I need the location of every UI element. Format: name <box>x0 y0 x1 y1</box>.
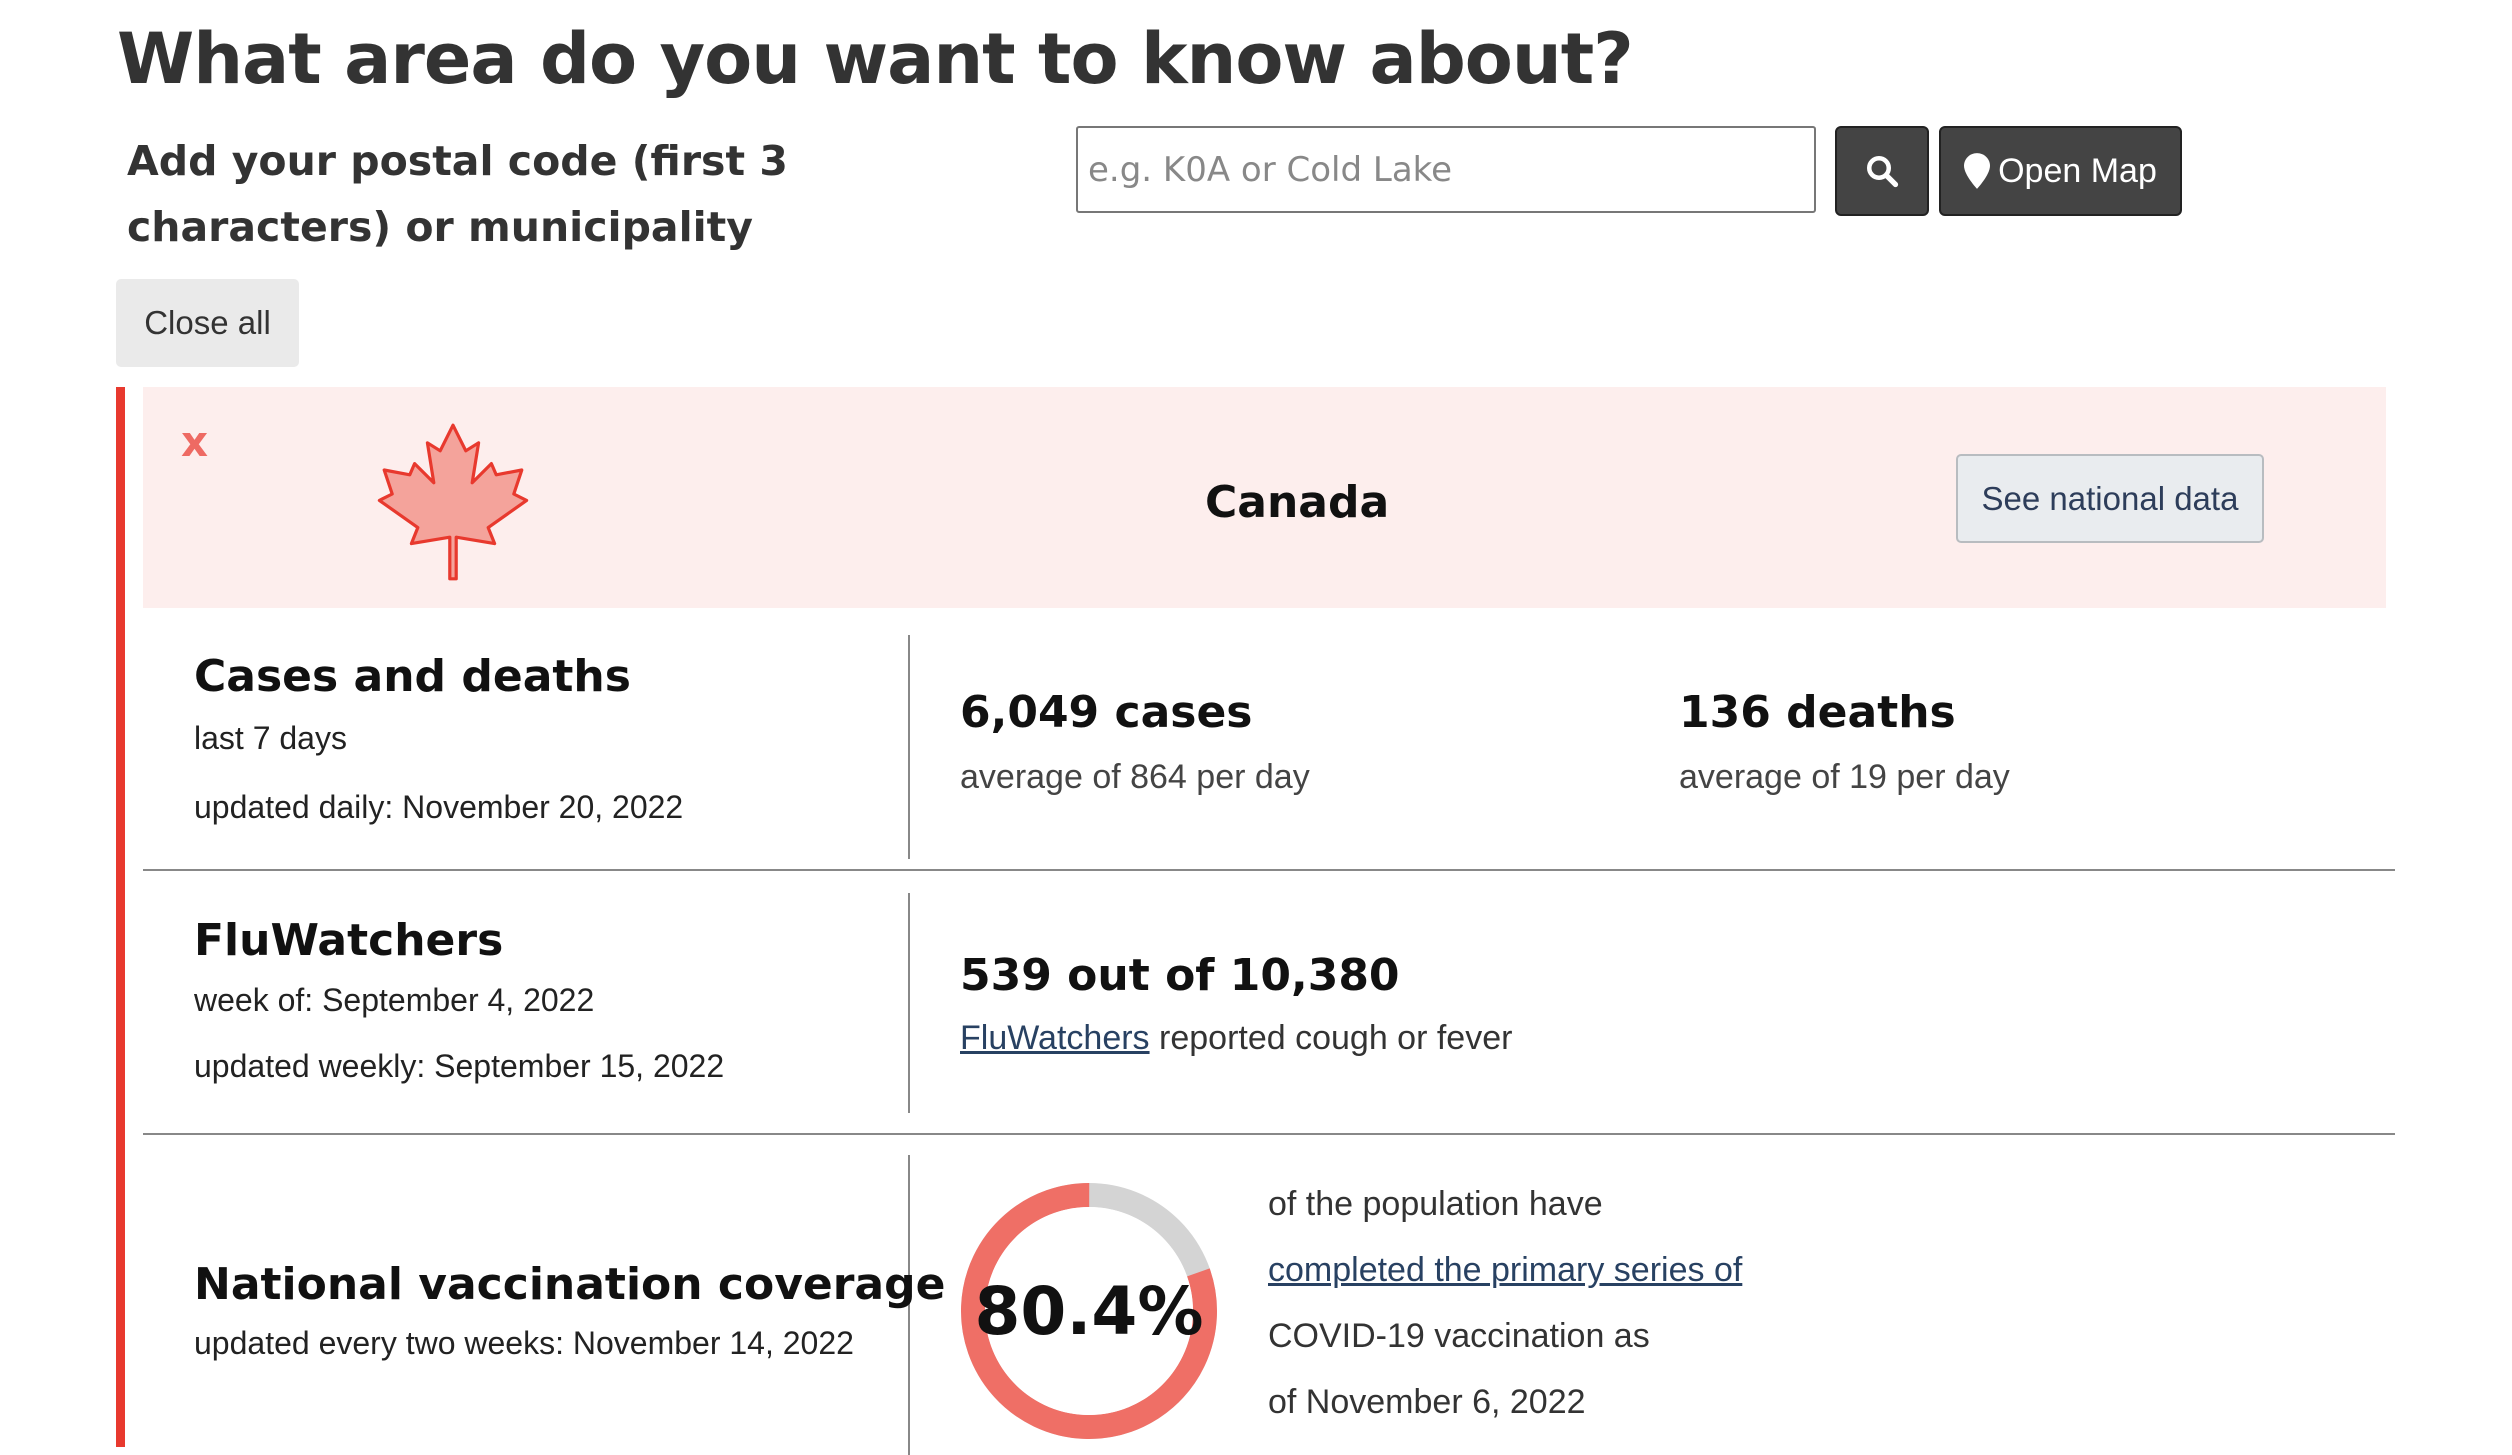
search-input[interactable] <box>1076 126 1816 213</box>
cases-period: last 7 days <box>194 720 347 756</box>
cases-title: Cases and deaths <box>194 651 631 702</box>
vaccination-updated: updated every two weeks: November 14, 20… <box>194 1325 854 1361</box>
flu-description-rest: reported cough or fever <box>1159 1019 1513 1057</box>
region-name: Canada <box>1205 477 1390 528</box>
flu-stat: 539 out of 10,380 <box>960 950 1400 1001</box>
national-data-button[interactable]: See national data <box>1956 454 2264 543</box>
search-label: Add your postal code (first 3 characters… <box>127 137 788 251</box>
deaths-total: 136 deaths <box>1679 687 1956 738</box>
deaths-average: average of 19 per day <box>1679 758 2010 796</box>
vaccination-text-line1: of the population have <box>1268 1185 1603 1223</box>
section-divider <box>908 1155 910 1455</box>
flu-description: FluWatchers reported cough or fever <box>960 1019 1512 1058</box>
fluwatchers-link[interactable]: FluWatchers <box>960 1019 1150 1057</box>
section-divider <box>908 635 910 859</box>
vaccination-percent: 80.4% <box>974 1272 1204 1350</box>
vaccination-text-line3: COVID-19 vaccination as <box>1268 1317 1650 1355</box>
vaccination-donut-chart <box>961 1183 1217 1439</box>
flu-title: FluWatchers <box>194 915 504 966</box>
primary-series-link[interactable]: completed the primary series of <box>1268 1251 1743 1289</box>
section-divider <box>908 893 910 1113</box>
cases-section: Cases and deaths last 7 days updated dai… <box>143 609 2395 871</box>
flu-updated: updated weekly: September 15, 2022 <box>194 1048 725 1084</box>
vaccination-text-line4: of November 6, 2022 <box>1268 1383 1586 1421</box>
flu-week: week of: September 4, 2022 <box>194 982 595 1018</box>
search-button[interactable] <box>1835 126 1929 216</box>
maple-leaf-icon <box>377 423 529 581</box>
donut-inner-circle <box>985 1207 1193 1415</box>
cases-updated: updated daily: November 20, 2022 <box>194 789 684 825</box>
page-title: What area do you want to know about? <box>117 18 1634 100</box>
vaccination-section: National vaccination coverage updated ev… <box>143 1135 2395 1455</box>
search-icon <box>1867 156 1899 188</box>
cases-average: average of 864 per day <box>960 758 1310 796</box>
map-pin-icon <box>1964 153 1991 189</box>
open-map-label: Open Map <box>1998 151 2157 190</box>
card-header: x Canada See national data <box>143 387 2386 608</box>
cases-total: 6,049 cases <box>960 687 1253 738</box>
flu-section: FluWatchers week of: September 4, 2022 u… <box>143 871 2395 1135</box>
vaccination-title: National vaccination coverage <box>194 1259 946 1310</box>
open-map-button[interactable]: Open Map <box>1939 126 2182 216</box>
region-card: x Canada See national data Cases and dea… <box>116 387 2395 1455</box>
close-all-button[interactable]: Close all <box>116 279 299 367</box>
close-icon[interactable]: x <box>181 417 209 466</box>
